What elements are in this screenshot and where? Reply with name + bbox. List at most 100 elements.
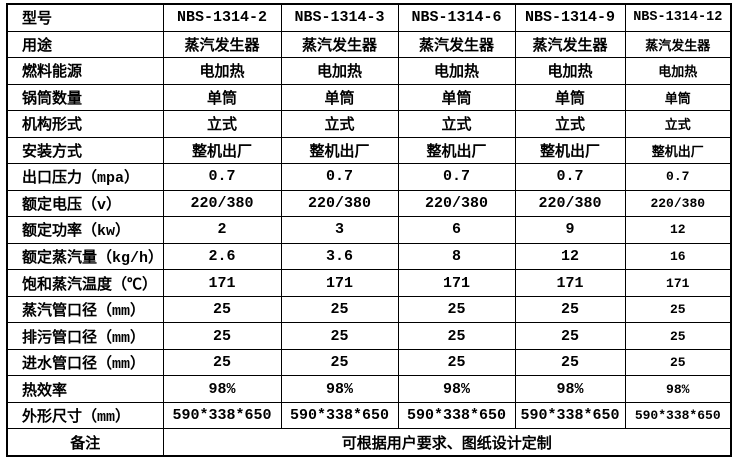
- row-label: 外形尺寸（mm）: [6, 401, 164, 430]
- value-cell: 整机出厂: [624, 136, 732, 165]
- value-cell: 整机出厂: [397, 136, 516, 165]
- value-cell: 蒸汽发生器: [397, 30, 516, 59]
- value-cell: 25: [280, 322, 399, 350]
- value-cell: 25: [397, 295, 516, 324]
- value-cell: 电加热: [397, 57, 516, 85]
- value-cell: 蒸汽发生器: [280, 30, 399, 59]
- value-cell: 蒸汽发生器: [624, 30, 732, 59]
- value-cell: 25: [397, 322, 516, 350]
- value-cell: 25: [624, 348, 732, 377]
- value-cell: 590*338*650: [624, 401, 732, 430]
- value-cell: 98%: [397, 375, 516, 403]
- value-cell: 220/380: [514, 189, 626, 218]
- table-row: 备注 可根据用户要求、图纸设计定制: [6, 428, 732, 457]
- value-cell: 蒸汽发生器: [162, 30, 282, 59]
- value-cell: 9: [514, 216, 626, 244]
- table-row: 机构形式 立式 立式 立式 立式 立式: [6, 110, 732, 138]
- value-cell: 2.6: [162, 242, 282, 271]
- table-row: 热效率 98% 98% 98% 98% 98%: [6, 375, 732, 403]
- value-cell: 171: [397, 269, 516, 297]
- value-cell: 0.7: [514, 163, 626, 191]
- value-cell: 8: [397, 242, 516, 271]
- table-row: 饱和蒸汽温度（℃） 171 171 171 171 171: [6, 269, 732, 297]
- value-cell: 整机出厂: [280, 136, 399, 165]
- row-label: 饱和蒸汽温度（℃）: [6, 269, 164, 297]
- value-cell: 590*338*650: [280, 401, 399, 430]
- value-cell: 25: [162, 295, 282, 324]
- row-label: 燃料能源: [6, 57, 164, 85]
- row-label: 蒸汽管口径（mm）: [6, 295, 164, 324]
- value-cell: 25: [280, 295, 399, 324]
- value-cell: 单筒: [624, 83, 732, 112]
- table-row: 额定电压（v） 220/380 220/380 220/380 220/380 220/3…: [6, 189, 732, 218]
- value-cell: 单筒: [397, 83, 516, 112]
- value-cell: 12: [514, 242, 626, 271]
- table-row: 出口压力（mpa） 0.7 0.7 0.7 0.7 0.7: [6, 163, 732, 191]
- value-cell: 25: [280, 348, 399, 377]
- value-cell: 电加热: [280, 57, 399, 85]
- value-cell: 25: [162, 322, 282, 350]
- value-cell: 220/380: [162, 189, 282, 218]
- table-row: 燃料能源 电加热 电加热 电加热 电加热 电加热: [6, 57, 732, 85]
- value-cell: 立式: [624, 110, 732, 138]
- value-cell: 171: [624, 269, 732, 297]
- merged-note-cell: 可根据用户要求、图纸设计定制: [162, 428, 732, 457]
- value-cell: 电加热: [162, 57, 282, 85]
- value-cell: 25: [397, 348, 516, 377]
- row-label: 排污管口径（mm）: [6, 322, 164, 350]
- value-cell: 25: [514, 295, 626, 324]
- value-cell: 3: [280, 216, 399, 244]
- table-row: 外形尺寸（mm） 590*338*650 590*338*650 590*338*65…: [6, 401, 732, 430]
- value-cell: 220/380: [397, 189, 516, 218]
- value-cell: 25: [514, 348, 626, 377]
- model-header-row: 型号 NBS-1314-2 NBS-1314-3 NBS-1314-6 NBS-1314…: [6, 3, 732, 32]
- table-row: 排污管口径（mm） 25 25 25 25 25: [6, 322, 732, 350]
- value-cell: 16: [624, 242, 732, 271]
- value-cell: NBS-1314-12: [624, 3, 732, 32]
- value-cell: 12: [624, 216, 732, 244]
- value-cell: 电加热: [514, 57, 626, 85]
- row-label: 型号: [6, 3, 164, 32]
- value-cell: 220/380: [624, 189, 732, 218]
- row-label: 额定蒸汽量（kg/h）: [6, 242, 164, 271]
- value-cell: 98%: [162, 375, 282, 403]
- table-row: 用途 蒸汽发生器 蒸汽发生器 蒸汽发生器 蒸汽发生器 蒸汽发生器: [6, 30, 732, 59]
- table-row: 额定功率（kw） 2 3 6 9 12: [6, 216, 732, 244]
- value-cell: 0.7: [397, 163, 516, 191]
- value-cell: 590*338*650: [162, 401, 282, 430]
- value-cell: 0.7: [162, 163, 282, 191]
- table-row: 额定蒸汽量（kg/h） 2.6 3.6 8 12 16: [6, 242, 732, 271]
- row-label: 机构形式: [6, 110, 164, 138]
- value-cell: 171: [280, 269, 399, 297]
- row-label: 出口压力（mpa）: [6, 163, 164, 191]
- value-cell: 立式: [280, 110, 399, 138]
- value-cell: 171: [162, 269, 282, 297]
- value-cell: 0.7: [280, 163, 399, 191]
- value-cell: 6: [397, 216, 516, 244]
- value-cell: 98%: [514, 375, 626, 403]
- value-cell: 单筒: [280, 83, 399, 112]
- value-cell: 220/380: [280, 189, 399, 218]
- row-label: 锅筒数量: [6, 83, 164, 112]
- value-cell: 立式: [514, 110, 626, 138]
- value-cell: 0.7: [624, 163, 732, 191]
- value-cell: 单筒: [162, 83, 282, 112]
- value-cell: 电加热: [624, 57, 732, 85]
- value-cell: 整机出厂: [514, 136, 626, 165]
- value-cell: 25: [514, 322, 626, 350]
- value-cell: 整机出厂: [162, 136, 282, 165]
- row-label: 热效率: [6, 375, 164, 403]
- table-row: 进水管口径（mm） 25 25 25 25 25: [6, 348, 732, 377]
- row-label: 备注: [6, 428, 164, 457]
- value-cell: 25: [162, 348, 282, 377]
- spec-table-body: 型号 NBS-1314-2 NBS-1314-3 NBS-1314-6 NBS-1314…: [6, 3, 732, 457]
- value-cell: 590*338*650: [514, 401, 626, 430]
- value-cell: 25: [624, 322, 732, 350]
- value-cell: 立式: [162, 110, 282, 138]
- row-label: 进水管口径（mm）: [6, 348, 164, 377]
- row-label: 用途: [6, 30, 164, 59]
- value-cell: 25: [624, 295, 732, 324]
- table-row: 蒸汽管口径（mm） 25 25 25 25 25: [6, 295, 732, 324]
- table-row: 安装方式 整机出厂 整机出厂 整机出厂 整机出厂 整机出厂: [6, 136, 732, 165]
- value-cell: 98%: [624, 375, 732, 403]
